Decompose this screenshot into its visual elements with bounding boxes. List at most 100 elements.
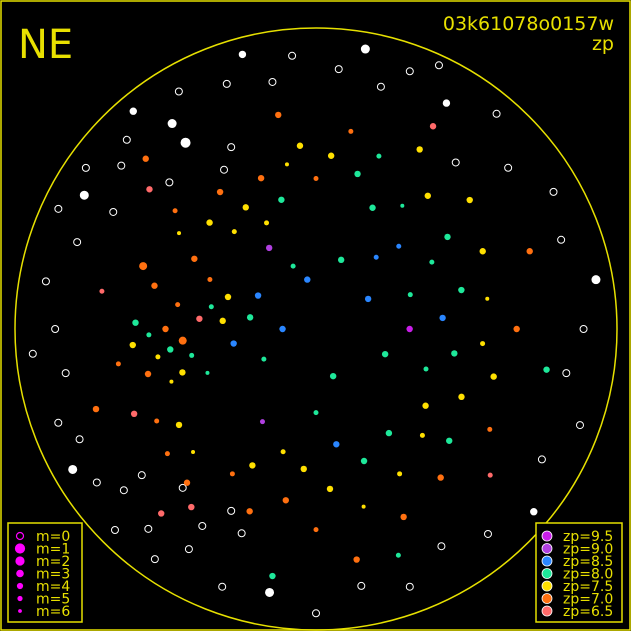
zp-star-point — [397, 471, 403, 477]
zp-star-point — [179, 369, 186, 376]
magnitude-legend-label: m=2 — [36, 554, 70, 570]
magnitude-legend-marker — [15, 531, 25, 541]
zp-star-point — [396, 243, 402, 249]
unmatched-star-point — [167, 119, 177, 129]
zp-star-point — [242, 204, 249, 211]
unmatched-star-point — [54, 204, 63, 213]
zp-star-point — [337, 256, 345, 264]
zp-star-point — [422, 402, 429, 409]
zp-star-point — [424, 192, 431, 199]
zp-star-point — [257, 174, 265, 182]
zp-star-point — [296, 142, 304, 149]
zp-star-point — [175, 302, 181, 308]
magnitude-legend-label: m=3 — [36, 567, 70, 583]
zp-star-point — [326, 485, 334, 493]
zp-star-point — [264, 220, 270, 226]
zp-star-point — [219, 317, 226, 325]
data-points — [28, 44, 601, 618]
zp-star-point — [369, 204, 376, 211]
zp-star-point — [400, 513, 407, 521]
zp-star-point — [284, 162, 289, 167]
zp-star-point — [196, 315, 203, 322]
zp-star-point — [246, 508, 253, 515]
unmatched-star-point — [109, 207, 118, 216]
zp-star-point — [259, 419, 265, 425]
quantity-label: zp — [592, 33, 614, 55]
zp-star-point — [169, 379, 174, 384]
unmatched-star-point — [220, 165, 229, 174]
unmatched-star-point — [68, 464, 78, 474]
zp-star-point — [142, 155, 149, 162]
zp-star-point — [437, 474, 444, 481]
zp-star-point — [333, 441, 340, 448]
unmatched-star-point — [178, 483, 187, 492]
unmatched-star-point — [288, 51, 297, 60]
zp-star-point — [348, 128, 354, 134]
zp-star-point — [130, 410, 138, 418]
zp-star-point — [451, 350, 458, 357]
zp-legend-marker — [541, 568, 553, 579]
zp-star-point — [373, 254, 379, 260]
unmatched-star-point — [530, 508, 538, 516]
unmatched-star-point — [268, 77, 277, 86]
zp-star-point — [444, 233, 451, 241]
unmatched-star-point — [41, 277, 50, 286]
unmatched-star-point — [117, 161, 126, 170]
zp-star-point — [207, 277, 213, 283]
zp-legend-label: zp=8.0 — [563, 567, 613, 583]
magnitude-legend-marker — [18, 609, 22, 613]
zp-star-point — [172, 208, 178, 214]
unmatched-star-point — [165, 178, 174, 187]
zp-star-point — [439, 314, 446, 322]
unmatched-star-point — [434, 61, 443, 70]
zp-star-point — [304, 276, 311, 283]
zp-star-point — [353, 556, 360, 563]
zp-star-point — [146, 332, 152, 338]
zp-star-point — [313, 527, 319, 533]
unmatched-star-point — [537, 455, 546, 464]
zp-legend-marker — [541, 530, 553, 542]
zp-legend-marker — [541, 593, 553, 604]
unmatched-star-point — [265, 587, 275, 597]
unmatched-star-point — [492, 109, 501, 118]
magnitude-legend-marker — [14, 543, 26, 554]
magnitude-legend-label: m=5 — [36, 592, 70, 608]
zp-star-point — [177, 231, 182, 236]
zp-star-point — [361, 504, 366, 509]
unmatched-star-point — [579, 325, 588, 333]
zp-legend-label: zp=9.0 — [563, 542, 613, 558]
unmatched-star-point — [137, 471, 146, 480]
zp-star-point — [419, 432, 425, 438]
zp-star-point — [466, 196, 473, 204]
unmatched-star-point — [405, 582, 414, 591]
zp-star-point — [129, 341, 136, 349]
zp-star-point — [429, 123, 437, 130]
zp-star-point — [354, 170, 361, 178]
zp-star-point — [487, 472, 493, 478]
unmatched-star-point — [437, 542, 446, 551]
zp-star-point — [275, 111, 282, 119]
zp-star-point — [329, 372, 337, 380]
zp-star-point — [189, 352, 195, 358]
unmatched-star-point — [238, 50, 247, 59]
zp-star-point — [278, 196, 285, 203]
zp-star-point — [224, 293, 232, 301]
zp-legend: zp=9.5zp=9.0zp=8.5zp=8.0zp=7.5zp=7.0zp=6… — [535, 522, 623, 623]
zp-star-point — [206, 219, 213, 226]
zp-star-point — [480, 341, 486, 347]
unmatched-star-point — [61, 369, 70, 378]
unmatched-star-point — [129, 107, 137, 115]
unmatched-star-point — [150, 555, 159, 564]
zp-star-point — [282, 497, 290, 504]
zp-star-point — [151, 282, 158, 289]
magnitude-legend-label: m=4 — [36, 579, 70, 595]
zp-legend-label: zp=8.5 — [563, 554, 613, 570]
magnitude-legend-marker — [17, 595, 23, 602]
unmatched-star-point — [549, 187, 558, 196]
unmatched-star-point — [144, 524, 153, 533]
zp-star-point — [458, 286, 465, 294]
zp-star-point — [395, 552, 401, 558]
zp-legend-label: zp=7.0 — [563, 592, 613, 608]
zp-star-point — [188, 503, 195, 511]
